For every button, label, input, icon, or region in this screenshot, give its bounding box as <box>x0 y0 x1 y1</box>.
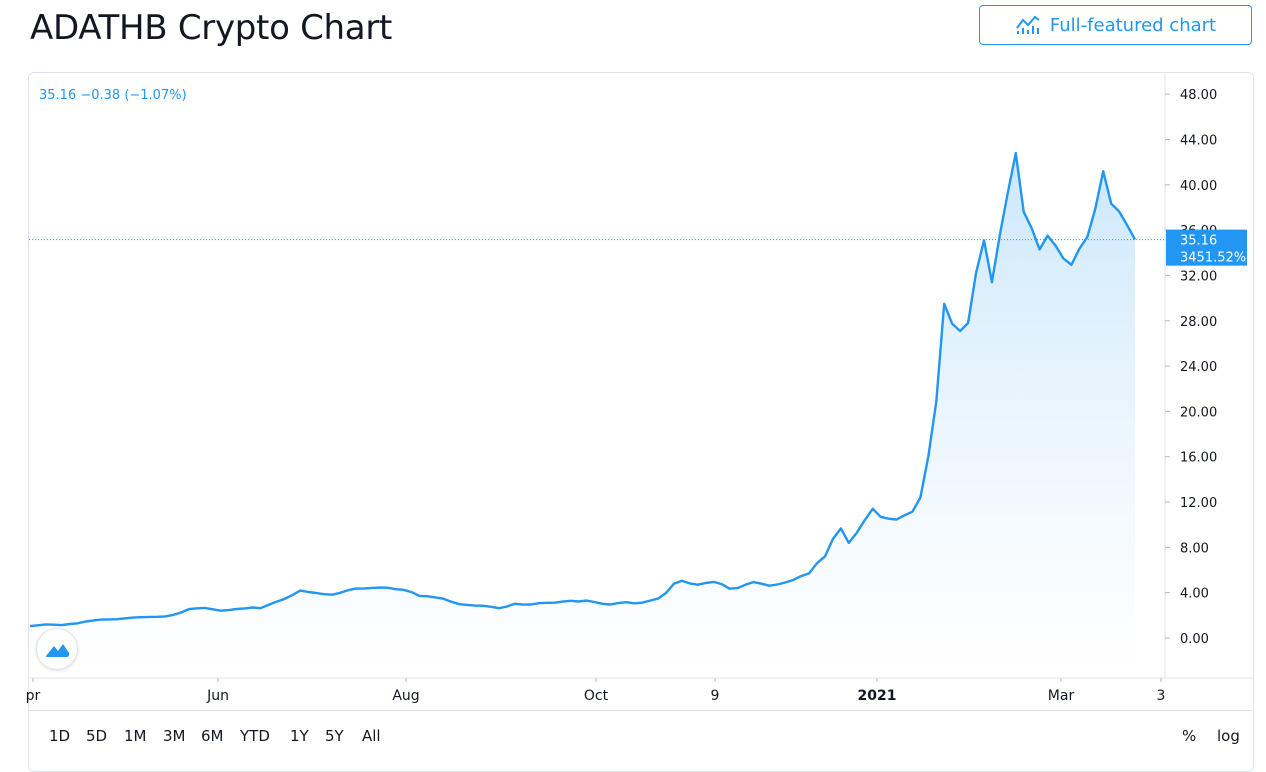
divider <box>28 710 1254 711</box>
range-button-3m[interactable]: 3M <box>163 727 186 745</box>
y-tick-label: 44.00 <box>1180 133 1217 148</box>
y-tick-label: 4.00 <box>1180 587 1209 602</box>
price-area-fill <box>30 153 1135 675</box>
last-price-badge <box>1166 229 1247 266</box>
x-tick-label: 2021 <box>858 688 897 704</box>
x-tick-label: pr <box>26 688 41 704</box>
x-tick-label: Mar <box>1048 688 1075 704</box>
range-button-6m[interactable]: 6M <box>201 727 224 745</box>
tradingview-logo-icon[interactable] <box>36 628 78 670</box>
log-scale-toggle[interactable]: log <box>1217 727 1240 745</box>
full-featured-chart-label: Full-featured chart <box>1049 14 1217 36</box>
cloud-logo-icon <box>45 644 70 657</box>
y-tick-label: 40.00 <box>1180 179 1217 194</box>
y-tick-label: 24.00 <box>1180 360 1217 375</box>
range-button-1d[interactable]: 1D <box>49 727 71 745</box>
x-tick-label: 3 <box>1157 688 1166 704</box>
last-price-value: 35.16 <box>1180 234 1217 249</box>
price-legend: 35.16 −0.38 (−1.07%) <box>39 88 187 103</box>
y-tick-label: 0.00 <box>1180 632 1209 647</box>
percent-scale-toggle[interactable]: % <box>1182 727 1197 745</box>
range-button-5d[interactable]: 5D <box>86 727 108 745</box>
y-tick-label: 20.00 <box>1180 405 1217 420</box>
range-button-all[interactable]: All <box>362 727 381 745</box>
last-price-percent: 3451.52% <box>1180 251 1246 266</box>
x-tick-label: Aug <box>392 688 419 704</box>
page-title: ADATHB Crypto Chart <box>30 8 393 48</box>
y-tick-label: 48.00 <box>1180 88 1217 103</box>
full-featured-chart-button[interactable]: Full-featured chart <box>979 5 1252 45</box>
y-tick-label: 32.00 <box>1180 269 1217 284</box>
price-chart[interactable]: 48.0044.0040.0036.0032.0028.0024.0020.00… <box>0 0 1266 712</box>
chart-line-icon <box>1016 15 1040 34</box>
y-tick-label: 8.00 <box>1180 541 1209 556</box>
range-button-1m[interactable]: 1M <box>124 727 147 745</box>
range-button-1y[interactable]: 1Y <box>290 727 309 745</box>
y-tick-label: 12.00 <box>1180 496 1217 511</box>
range-bar: 1D 5D 1M 3M 6M YTD 1Y 5Y All% log <box>28 712 1254 760</box>
range-button-5y[interactable]: 5Y <box>325 727 344 745</box>
x-tick-label: Oct <box>584 688 609 704</box>
range-button-ytd[interactable]: YTD <box>240 727 270 745</box>
x-tick-label: Jun <box>206 688 229 704</box>
price-series-line[interactable] <box>29 151 1137 628</box>
y-tick-label: 16.00 <box>1180 451 1217 466</box>
x-tick-label: 9 <box>711 688 720 704</box>
y-tick-label: 28.00 <box>1180 315 1217 330</box>
